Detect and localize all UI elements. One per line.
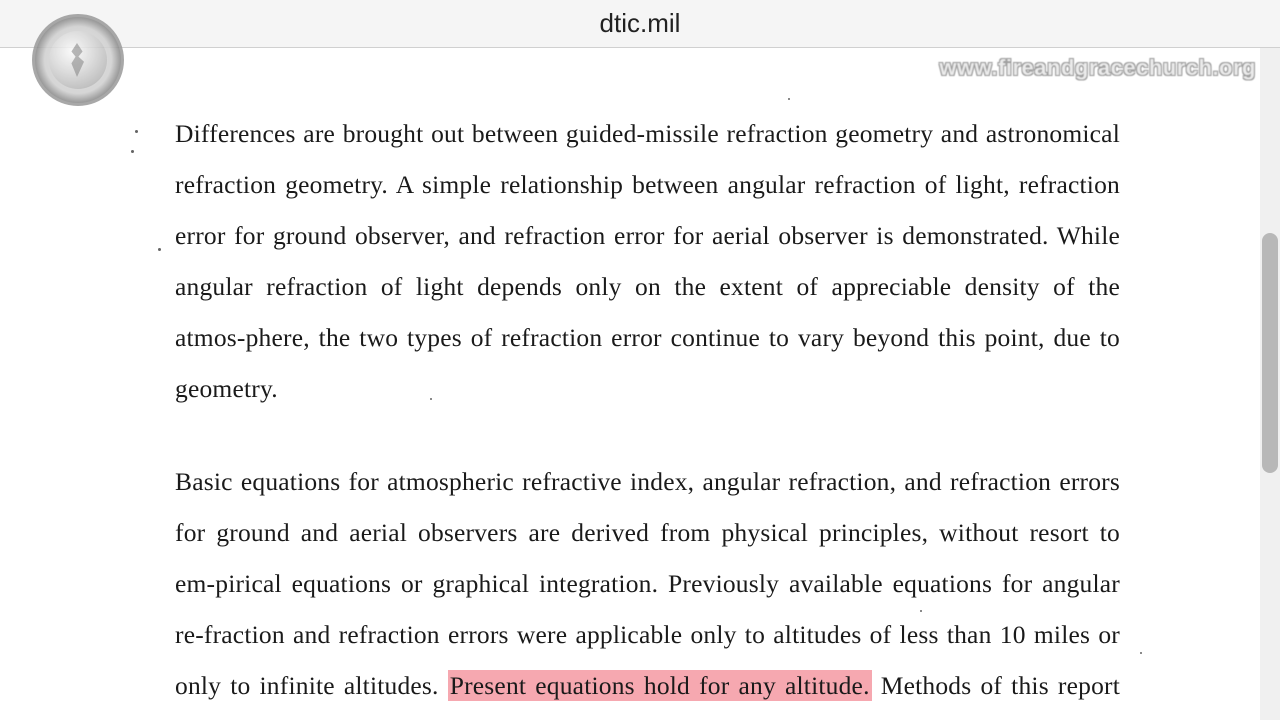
- scan-speck: [158, 248, 161, 251]
- scan-speck: [131, 150, 134, 153]
- paragraph-1-text: Differences are brought out between guid…: [175, 119, 1120, 403]
- channel-logo-icon: [32, 14, 124, 106]
- scan-speck: [135, 130, 138, 133]
- scrollbar-track[interactable]: [1260, 48, 1280, 720]
- scan-speck: [788, 98, 790, 100]
- scrollbar-thumb[interactable]: [1262, 233, 1278, 473]
- paragraph-2-highlight: Present equations hold for any altitude.: [448, 670, 872, 701]
- paragraph-2-pre: Basic equations for atmospheric refracti…: [175, 467, 1120, 700]
- url-text: dtic.mil: [600, 8, 681, 39]
- scan-speck: [1140, 652, 1142, 654]
- watermark-text: www.fireandgracechurch.org: [939, 55, 1256, 81]
- paragraph-2: Basic equations for atmospheric refracti…: [175, 456, 1120, 720]
- paragraph-1: Differences are brought out between guid…: [175, 108, 1120, 414]
- browser-url-bar: dtic.mil: [0, 0, 1280, 48]
- scan-speck: [920, 610, 922, 612]
- scan-speck: [430, 398, 432, 400]
- document-page: Differences are brought out between guid…: [0, 48, 1260, 720]
- channel-logo-inner-icon: [49, 31, 107, 89]
